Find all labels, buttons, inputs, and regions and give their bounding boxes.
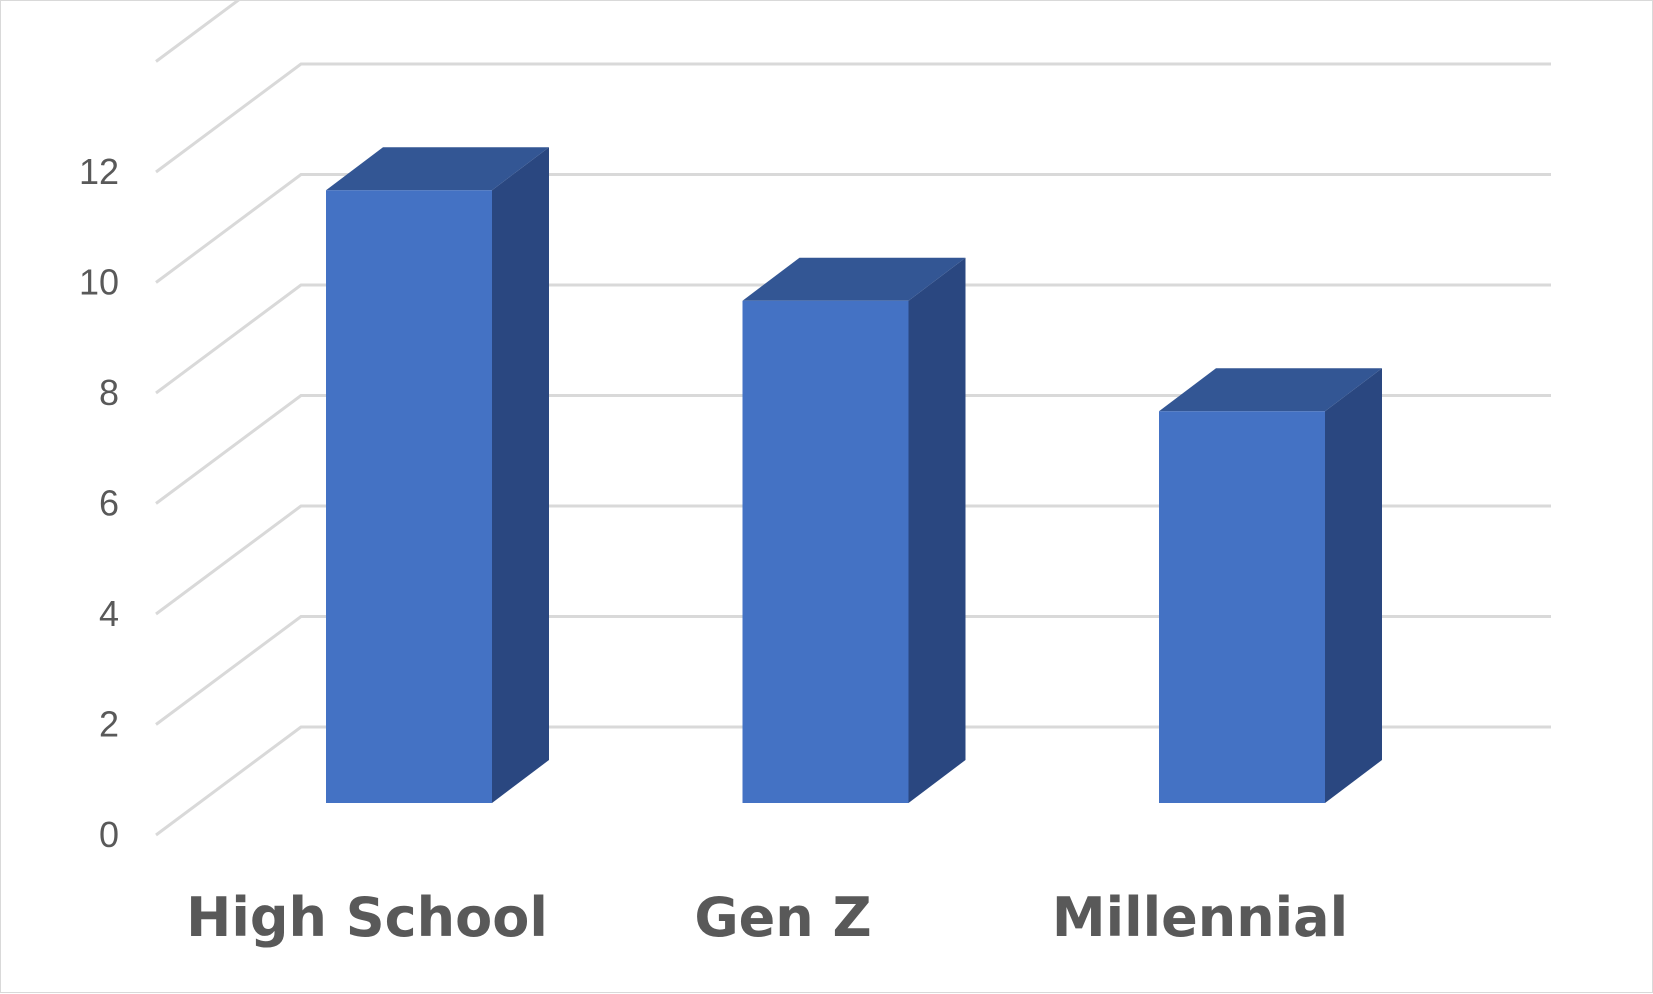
bar-front bbox=[1159, 411, 1325, 803]
y-tick-label: 2 bbox=[99, 704, 119, 745]
bar-side bbox=[908, 257, 966, 803]
x-category-label: High School bbox=[186, 886, 548, 949]
gridline bbox=[155, 62, 1551, 174]
gridline bbox=[155, 173, 1551, 284]
y-tick-label: 8 bbox=[99, 372, 119, 413]
bar-top bbox=[326, 147, 549, 191]
gridline bbox=[155, 1, 240, 63]
gridlines bbox=[155, 1, 1551, 837]
bar-front bbox=[742, 300, 909, 803]
gridline bbox=[155, 504, 1551, 616]
bar-top bbox=[1159, 368, 1382, 412]
y-tick-label: 4 bbox=[99, 593, 119, 634]
bar bbox=[1159, 368, 1382, 803]
x-category-label: Millennial bbox=[1052, 886, 1348, 949]
x-axis-categories: High School Gen Z Millennial bbox=[186, 886, 1348, 949]
bar bbox=[326, 147, 549, 803]
bar-front bbox=[326, 190, 492, 803]
x-category-label: Gen Z bbox=[694, 886, 871, 949]
gridline bbox=[155, 725, 1551, 837]
y-tick-label: 0 bbox=[99, 814, 119, 855]
y-tick-label: 12 bbox=[79, 151, 119, 192]
bar-top bbox=[742, 257, 966, 301]
gridline bbox=[155, 283, 1551, 395]
gridline bbox=[155, 615, 1551, 726]
y-tick-label: 10 bbox=[79, 262, 119, 303]
bar-side bbox=[492, 147, 549, 803]
y-tick-label: 6 bbox=[99, 483, 119, 524]
gridline bbox=[155, 394, 1551, 505]
bars bbox=[326, 147, 1382, 803]
bar bbox=[742, 257, 966, 803]
y-axis-ticks: 0 2 4 6 8 10 12 bbox=[79, 151, 119, 855]
bar-side bbox=[1325, 368, 1382, 803]
